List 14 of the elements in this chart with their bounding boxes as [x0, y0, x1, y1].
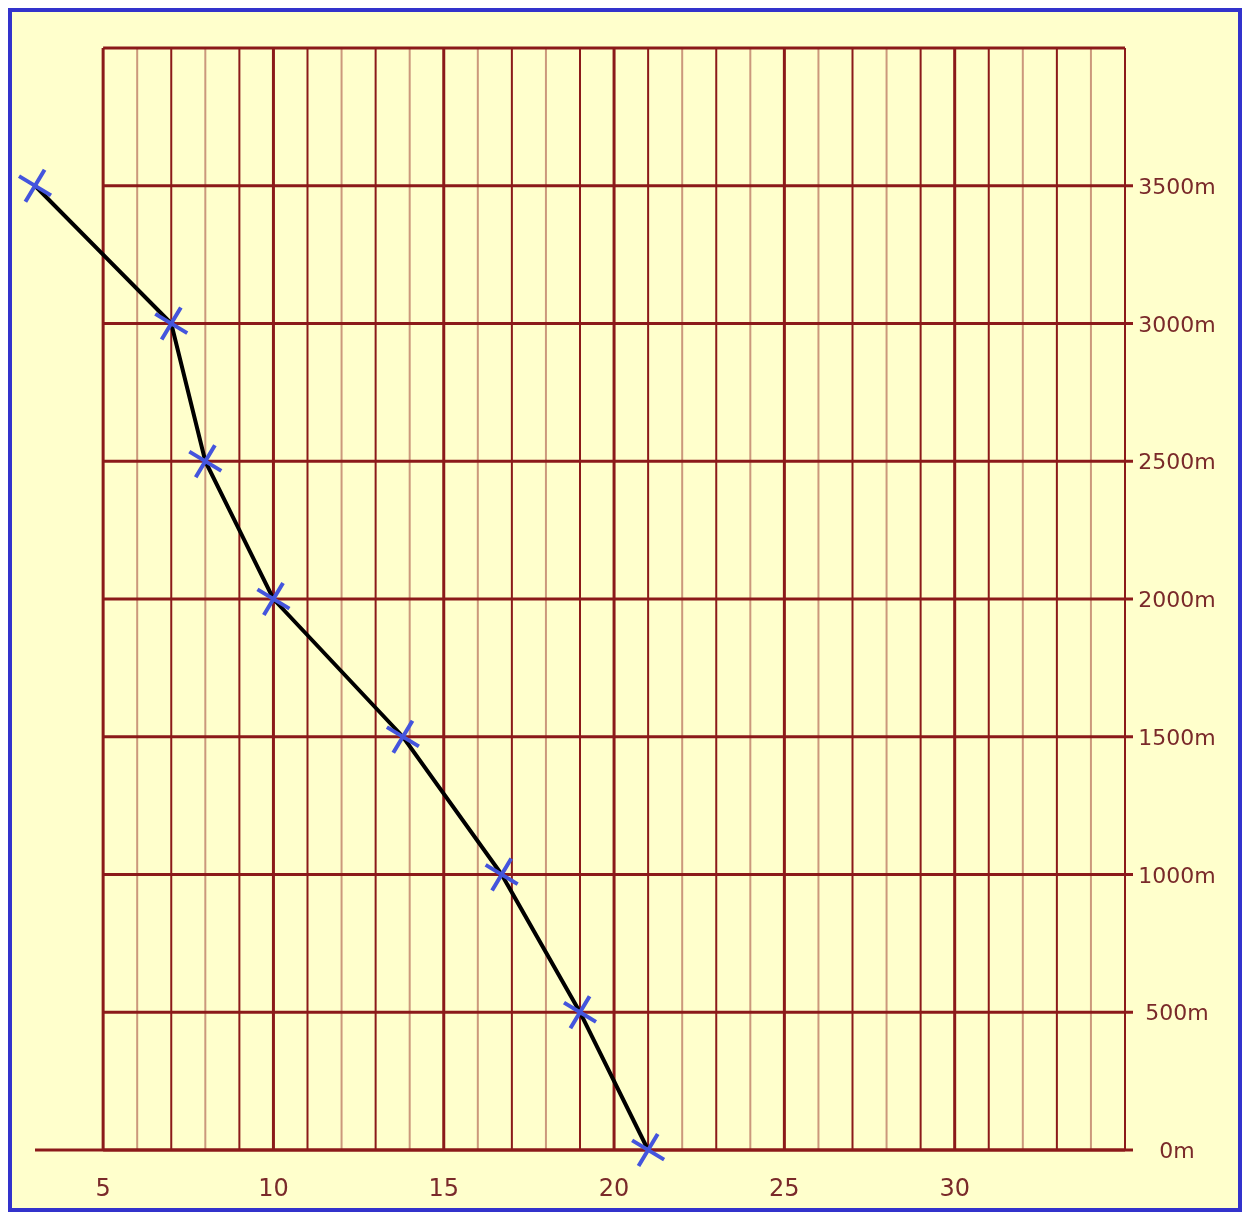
x-tick-label: 20: [598, 1174, 630, 1202]
y-tick-label: 1000m: [1138, 862, 1216, 888]
x-tick-label: 5: [95, 1174, 111, 1202]
y-tick-label: 2500m: [1138, 449, 1216, 475]
y-tick-label: 3000m: [1138, 311, 1216, 337]
y-tick-label: 1500m: [1138, 724, 1216, 750]
y-tick-label: 2000m: [1138, 587, 1216, 612]
x-tick-label: 25: [769, 1174, 800, 1202]
x-tick-label: 30: [939, 1174, 970, 1202]
y-tick-label: 500m: [1145, 1000, 1209, 1026]
x-tick-label: 15: [428, 1174, 460, 1202]
x-tick-label: 10: [258, 1174, 289, 1202]
y-tick-label: 0m: [1159, 1138, 1195, 1163]
y-tick-label: 3500m: [1138, 173, 1216, 199]
